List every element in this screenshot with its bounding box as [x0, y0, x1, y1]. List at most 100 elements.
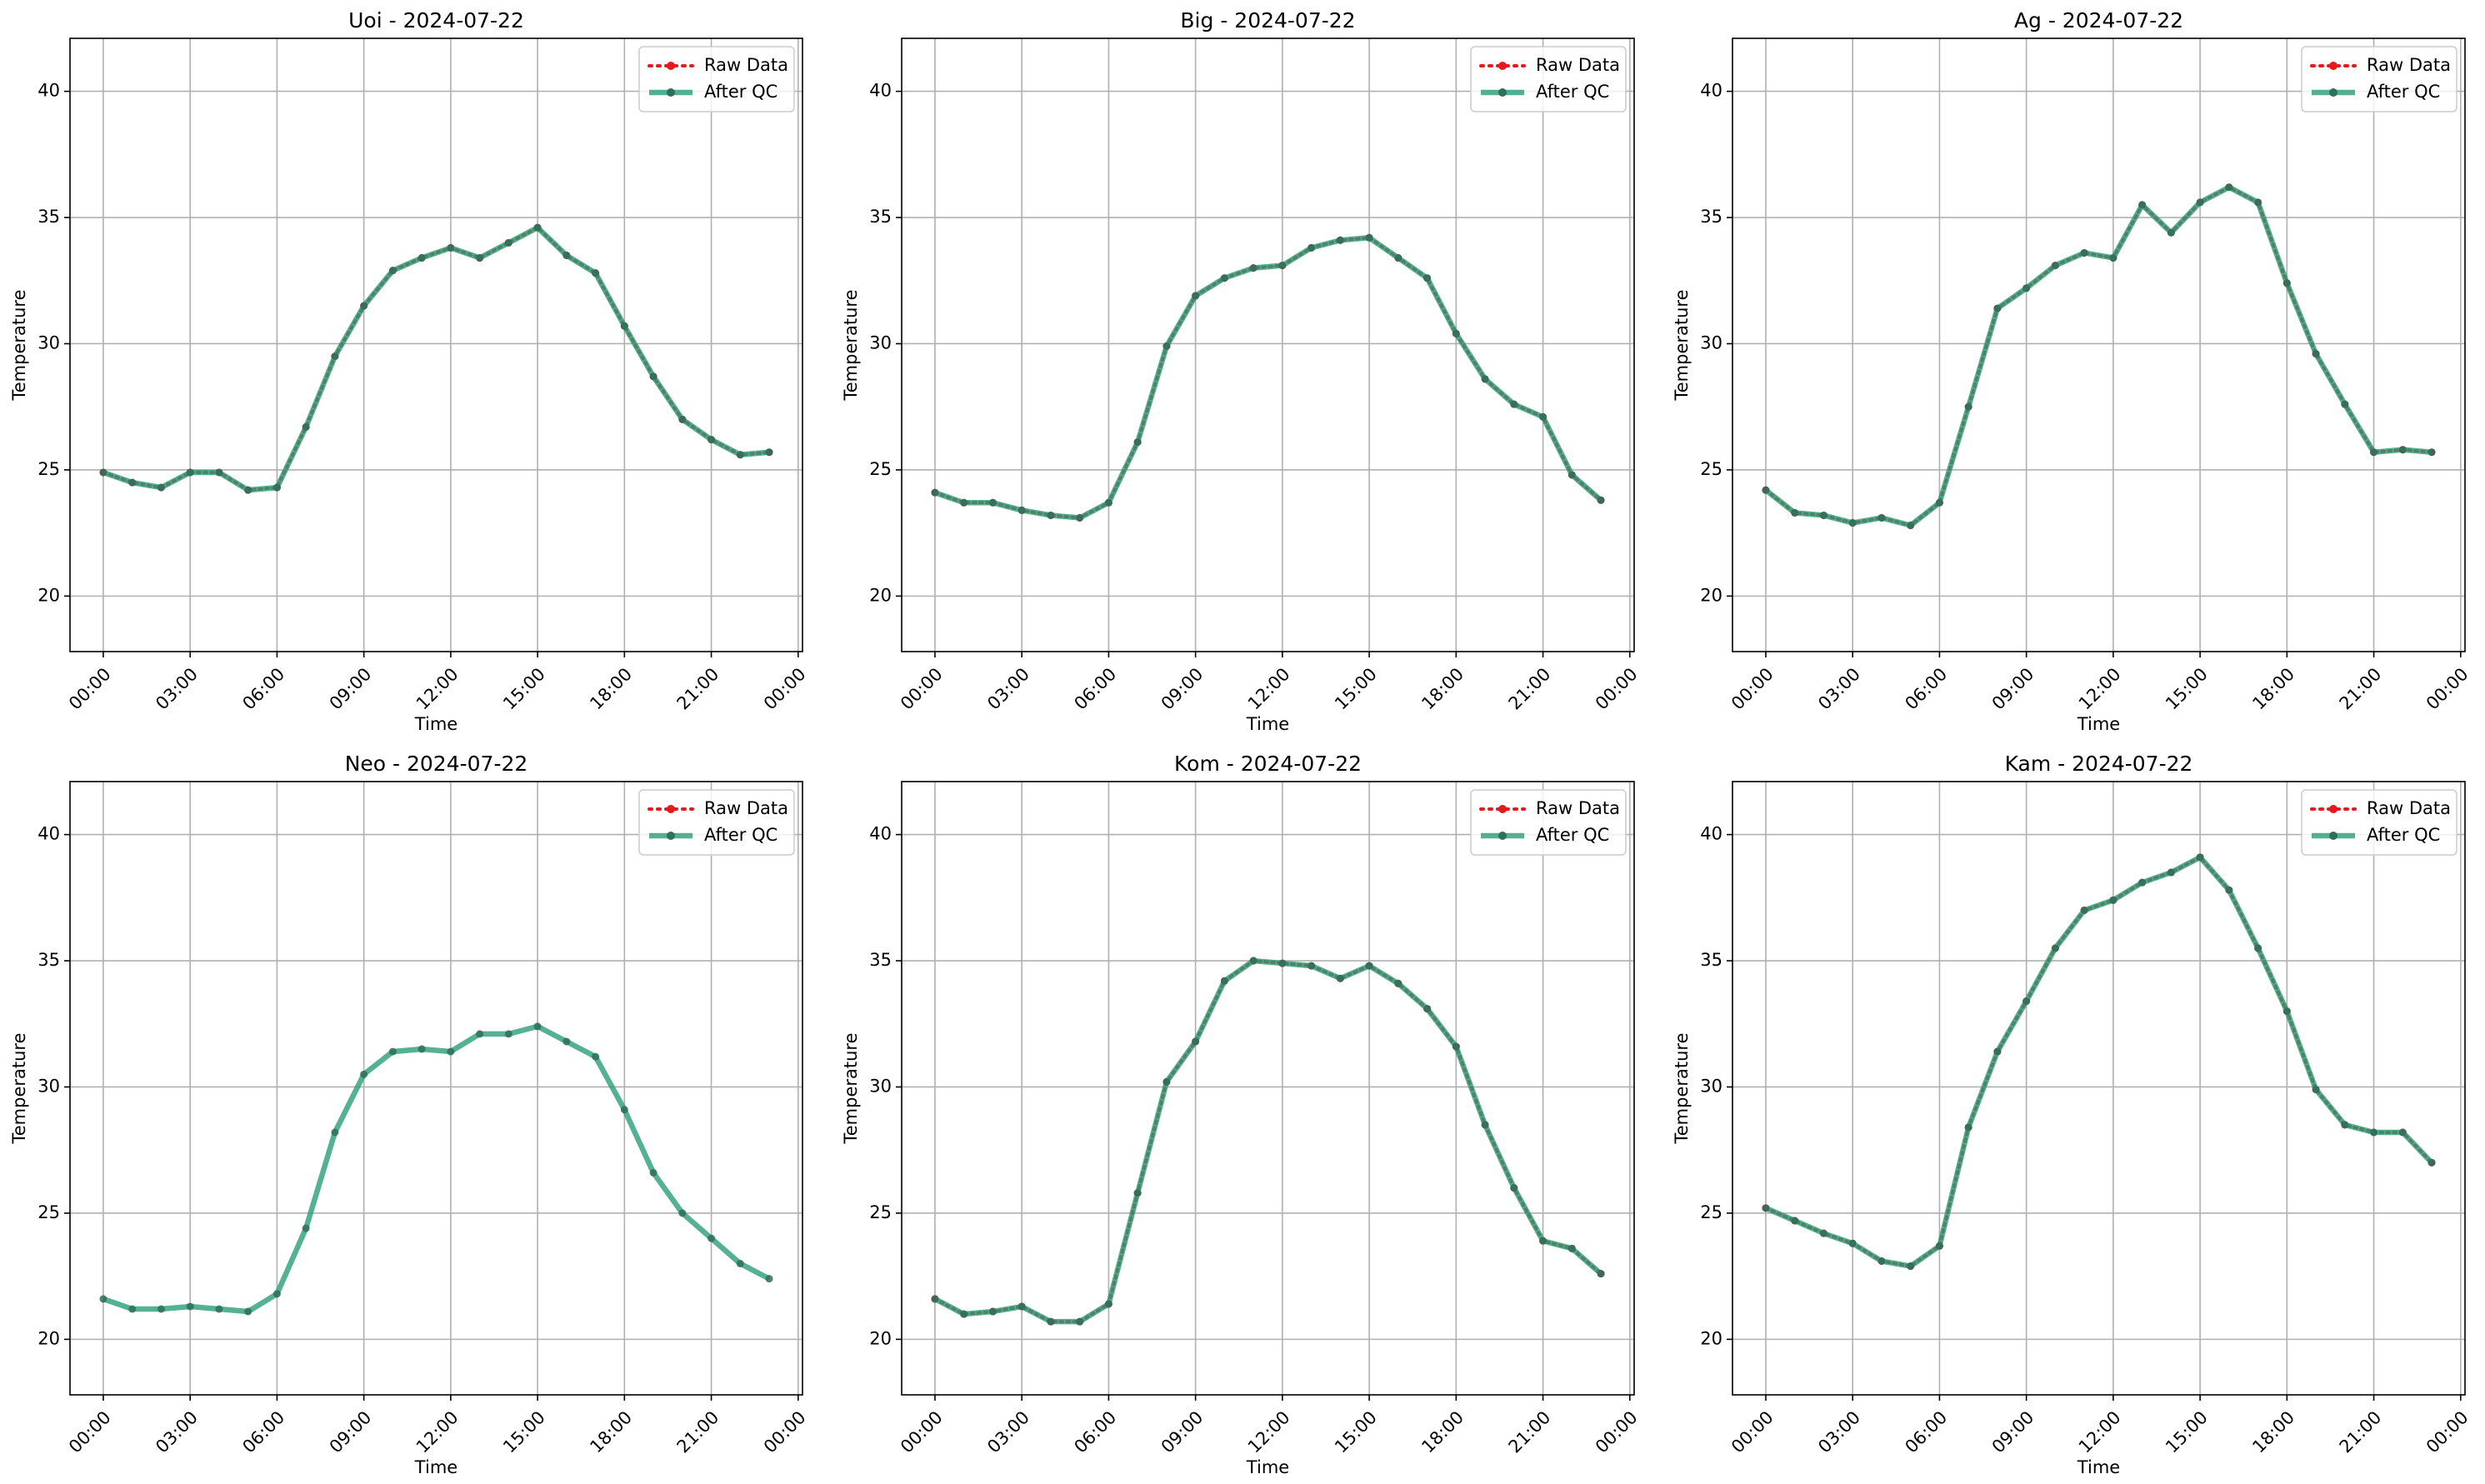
series-marker: [988, 1307, 997, 1316]
x-tick-label: 00:00: [1592, 664, 1642, 714]
y-tick-label: 20: [38, 585, 60, 605]
y-tick-label: 40: [1700, 81, 1722, 101]
legend-marker: [667, 88, 675, 97]
series-marker: [1597, 496, 1605, 504]
series-marker: [2282, 279, 2291, 287]
series-marker: [2196, 198, 2204, 207]
subplot: 00:00 03:00 06:00 09:00 12:00 15:00 18:00 21:00…: [9, 8, 810, 734]
x-tick-label: 00:00: [1728, 664, 1778, 714]
series-line: [102, 1023, 771, 1315]
series-marker: [1819, 1229, 1828, 1237]
series-marker: [1568, 1244, 1576, 1252]
legend-marker: [1498, 832, 1507, 840]
legend-box: [1470, 46, 1627, 112]
x-axis-label: Time: [2077, 714, 2120, 734]
series-marker: [244, 1307, 252, 1316]
series-marker: [476, 1030, 484, 1038]
series-marker: [360, 1070, 368, 1078]
series-marker: [1481, 1121, 1489, 1129]
series-marker: [1192, 1037, 1200, 1046]
x-tick-label: 18:00: [1418, 1407, 1468, 1457]
series-marker: [620, 1106, 628, 1114]
series-marker: [1308, 243, 1316, 252]
y-tick-label: 20: [869, 1328, 892, 1348]
series-marker: [1394, 979, 1402, 987]
series-marker: [1510, 1184, 1518, 1192]
series-marker: [649, 372, 658, 381]
series-marker: [2312, 1086, 2320, 1094]
legend-marker: [1498, 62, 1507, 70]
x-tick-label: 09:00: [1988, 664, 2038, 714]
y-tick-label: 40: [38, 824, 60, 844]
series-marker: [2196, 853, 2204, 862]
series-marker: [1308, 962, 1316, 970]
y-tick-label: 25: [1700, 1202, 1722, 1222]
x-tick-label: 21:00: [1505, 1407, 1555, 1457]
series-marker: [1249, 957, 1258, 965]
legend-label: Raw Data: [1536, 798, 1620, 818]
series-marker: [2398, 1128, 2407, 1137]
series-marker: [504, 238, 512, 247]
legend-label: After QC: [704, 825, 778, 845]
y-tick-label: 25: [1700, 459, 1722, 479]
x-tick-label: 00:00: [760, 664, 810, 714]
series-line: [932, 236, 1603, 520]
axes-frame: [69, 37, 803, 652]
series-marker: [708, 1234, 716, 1242]
series-marker: [1278, 262, 1287, 270]
x-axis-label: Time: [1246, 714, 1289, 734]
y-tick-label: 40: [38, 81, 60, 101]
legend-label: After QC: [1536, 82, 1609, 102]
series-marker: [1018, 1302, 1026, 1311]
x-tick-label: 12:00: [412, 664, 462, 714]
x-tick-label: 18:00: [586, 664, 636, 714]
series-marker: [2022, 997, 2031, 1006]
subplot-title: Kam - 2024-07-22: [2005, 752, 2193, 776]
series-marker: [1539, 412, 1548, 421]
series-marker: [1192, 292, 1200, 300]
series-marker: [1878, 1257, 1886, 1265]
series-marker: [1104, 498, 1112, 507]
series-marker: [765, 448, 773, 457]
subplot-title: Kom - 2024-07-22: [1174, 752, 1362, 776]
series-marker: [1133, 1189, 1142, 1197]
series-marker: [2398, 446, 2407, 454]
series-line: [933, 957, 1603, 1325]
series-marker: [2138, 878, 2147, 887]
x-tick-label: 06:00: [1070, 1407, 1120, 1457]
series-marker: [960, 1310, 968, 1318]
series-marker: [1964, 402, 1972, 411]
series-marker: [736, 1260, 744, 1268]
legend-marker: [667, 832, 675, 840]
series-marker: [331, 1128, 339, 1137]
series-marker: [1510, 400, 1518, 408]
y-axis-label: Temperature: [9, 1032, 29, 1144]
series-marker: [157, 483, 165, 492]
legend-box: [638, 789, 795, 856]
series-marker: [2312, 350, 2320, 358]
series-marker: [2254, 944, 2262, 952]
series-marker: [988, 498, 997, 507]
series-marker: [533, 1022, 542, 1031]
x-axis-label: Time: [2077, 1457, 2120, 1477]
series-marker: [1076, 513, 1084, 522]
legend-box: [2301, 789, 2458, 856]
series-marker: [1394, 254, 1402, 262]
x-tick-label: 03:00: [983, 1407, 1033, 1457]
series-marker: [388, 1047, 397, 1056]
series-marker: [128, 1305, 137, 1313]
series-marker: [1907, 1262, 1915, 1271]
series-marker: [1104, 1300, 1112, 1308]
x-tick-label: 21:00: [673, 664, 723, 714]
series-marker: [302, 1224, 310, 1232]
series-marker: [99, 468, 108, 477]
y-tick-label: 35: [1700, 207, 1722, 227]
x-tick-label: 09:00: [326, 664, 376, 714]
series-marker: [1162, 342, 1171, 351]
series-marker: [2370, 448, 2378, 457]
x-tick-label: 00:00: [760, 1407, 810, 1457]
series-line: [102, 224, 770, 493]
legend-box: [1470, 789, 1627, 856]
x-tick-label: 03:00: [152, 664, 202, 714]
